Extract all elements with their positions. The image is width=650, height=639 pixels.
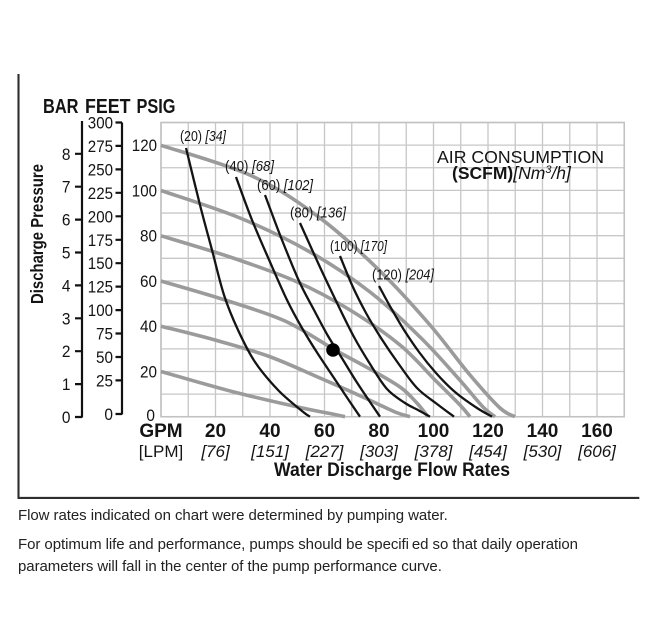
svg-text:(100) [170]: (100) [170] <box>330 239 388 255</box>
svg-text:140: 140 <box>527 421 559 442</box>
svg-text:100: 100 <box>132 181 157 200</box>
svg-text:275: 275 <box>88 137 113 156</box>
svg-text:[151]: [151] <box>250 442 290 461</box>
svg-text:100: 100 <box>418 421 450 442</box>
svg-text:[606]: [606] <box>577 442 617 461</box>
svg-text:250: 250 <box>88 160 113 179</box>
svg-text:80: 80 <box>140 227 157 246</box>
svg-text:100: 100 <box>88 301 113 320</box>
svg-text:225: 225 <box>88 184 113 203</box>
svg-text:160: 160 <box>581 421 613 442</box>
svg-text:120: 120 <box>132 136 157 155</box>
svg-text:150: 150 <box>88 254 113 273</box>
svg-text:[530]: [530] <box>523 442 563 461</box>
svg-text:Discharge Pressure: Discharge Pressure <box>27 164 47 304</box>
svg-text:2: 2 <box>62 342 71 361</box>
svg-text:300: 300 <box>88 114 113 133</box>
svg-text:60: 60 <box>140 272 157 291</box>
svg-text:FEET: FEET <box>85 96 131 118</box>
svg-text:BAR: BAR <box>43 96 79 118</box>
svg-text:120: 120 <box>472 421 504 442</box>
svg-text:0: 0 <box>104 405 113 424</box>
svg-text:200: 200 <box>88 207 113 226</box>
svg-text:20: 20 <box>140 362 157 381</box>
svg-text:60: 60 <box>314 421 335 442</box>
svg-text:Water Discharge Flow Rates: Water Discharge Flow Rates <box>274 460 510 481</box>
svg-text:[378]: [378] <box>414 442 454 461</box>
svg-text:(SCFM)[Nm3/h]: (SCFM)[Nm3/h] <box>452 163 572 183</box>
svg-text:(60) [102]: (60) [102] <box>257 178 314 194</box>
svg-text:175: 175 <box>88 231 113 250</box>
svg-text:4: 4 <box>62 276 71 295</box>
svg-text:1: 1 <box>62 375 71 394</box>
svg-text:0: 0 <box>62 408 71 427</box>
svg-text:7: 7 <box>62 178 71 197</box>
svg-text:25: 25 <box>96 371 113 390</box>
svg-text:125: 125 <box>88 278 113 297</box>
svg-text:75: 75 <box>96 325 113 344</box>
svg-text:5: 5 <box>62 244 71 263</box>
svg-text:[454]: [454] <box>468 442 508 461</box>
svg-text:(120) [204]: (120) [204] <box>372 268 435 284</box>
svg-text:AIR CONSUMPTION: AIR CONSUMPTION <box>437 147 604 167</box>
svg-text:40: 40 <box>140 317 157 336</box>
svg-text:3: 3 <box>62 309 71 328</box>
svg-text:(20) [34]: (20) [34] <box>180 129 227 145</box>
svg-text:[227]: [227] <box>305 442 345 461</box>
svg-text:[LPM]: [LPM] <box>139 442 183 461</box>
svg-text:40: 40 <box>259 421 280 442</box>
svg-text:20: 20 <box>205 421 226 442</box>
svg-text:[76]: [76] <box>200 442 231 461</box>
svg-text:GPM: GPM <box>139 421 182 442</box>
svg-text:[303]: [303] <box>359 442 399 461</box>
svg-text:50: 50 <box>96 348 113 367</box>
svg-text:(80) [136]: (80) [136] <box>290 206 347 222</box>
svg-text:6: 6 <box>62 211 71 230</box>
svg-text:PSIG: PSIG <box>137 96 176 118</box>
svg-text:(40) [68]: (40) [68] <box>225 159 275 175</box>
svg-text:8: 8 <box>62 145 71 164</box>
svg-text:0: 0 <box>146 406 155 425</box>
svg-text:80: 80 <box>368 421 389 442</box>
